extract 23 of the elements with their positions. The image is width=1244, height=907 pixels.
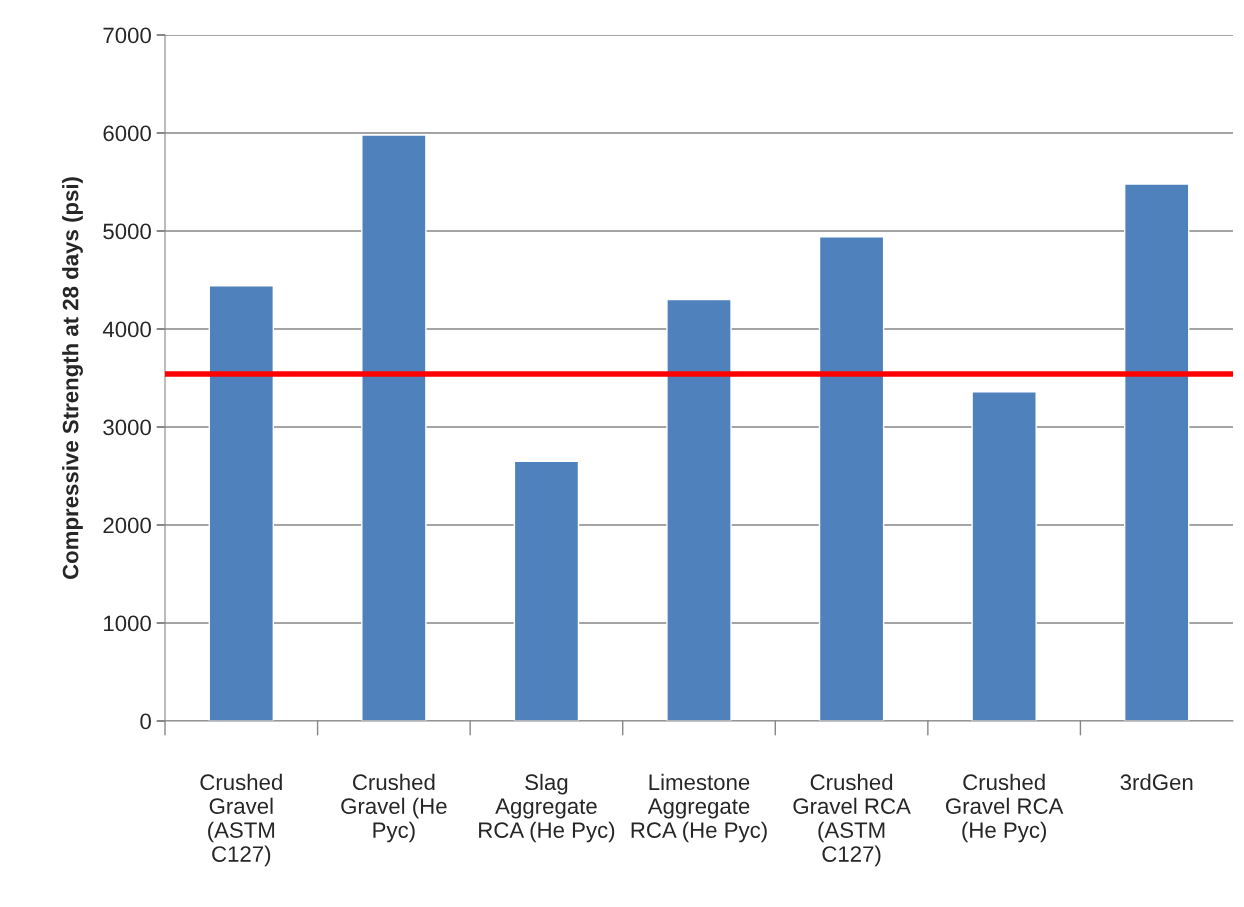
bar xyxy=(208,285,275,721)
bar xyxy=(361,134,427,721)
x-tick-label: 3rdGen xyxy=(1120,773,1193,791)
y-tick-label: 7000 xyxy=(103,27,151,44)
x-tick-label: Crushed Gravel RCA (ASTM C127) xyxy=(793,773,911,867)
y-tick-label: 5000 xyxy=(103,223,151,240)
y-tick-label: 4000 xyxy=(102,321,151,338)
bar xyxy=(971,391,1037,721)
bar xyxy=(666,298,732,721)
y-tick-label: 3000 xyxy=(103,419,151,436)
x-tick-label: Crushed Gravel RCA (He Pyc) xyxy=(945,773,1064,843)
y-tick-label: 6000 xyxy=(103,125,151,142)
y-tick-label: 0 xyxy=(140,713,151,730)
x-tick-label: Limestone Aggregate RCA (He Pyc) xyxy=(631,773,767,843)
y-axis-title: Compressive Strength at 28 days (psi) xyxy=(62,177,83,579)
bar xyxy=(818,236,885,721)
y-tick-label: 2000 xyxy=(103,517,151,534)
bar xyxy=(513,460,580,721)
bar xyxy=(1123,183,1190,721)
x-tick-label: Crushed Gravel (He Pyc) xyxy=(341,773,447,843)
y-tick-label: 1000 xyxy=(104,615,151,632)
x-tick-label: Crushed Gravel (ASTM C127) xyxy=(200,773,282,867)
x-tick-label: Slag Aggregate RCA (He Pyc) xyxy=(479,773,615,843)
